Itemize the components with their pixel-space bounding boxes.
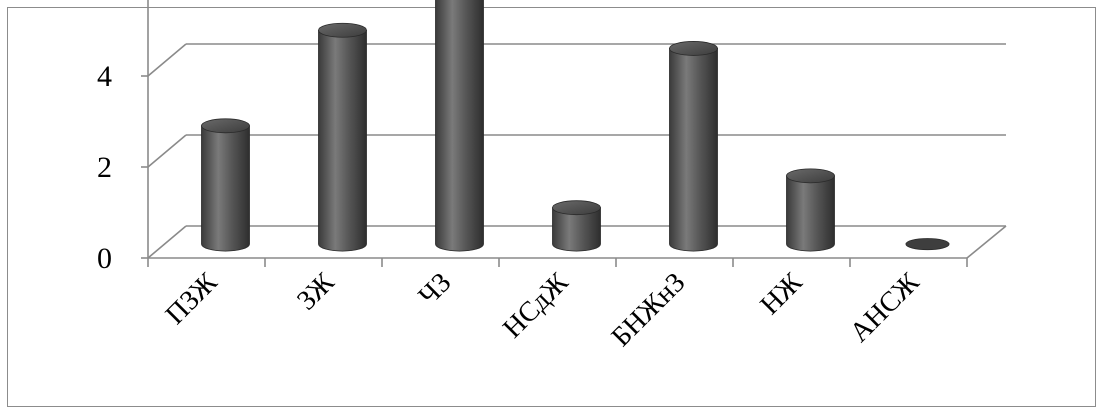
- gridline-side: [147, 225, 187, 259]
- bar-3: [435, 0, 484, 252]
- bar-body: [318, 29, 367, 252]
- y-tick-label: 6: [97, 0, 112, 2]
- x-tick-label: БНЖнЗ: [606, 267, 692, 353]
- x-tick-label: ПЗЖ: [160, 266, 224, 330]
- bar-top: [201, 118, 250, 134]
- x-tick-label: ЧЗ: [413, 267, 458, 312]
- bar-top: [786, 168, 835, 184]
- bar-5: [669, 41, 718, 252]
- axes: [141, 0, 968, 267]
- bar-6: [786, 168, 835, 252]
- bar-top: [552, 200, 601, 216]
- y-tick-labels: 02468: [97, 0, 112, 275]
- y-tick-label: 0: [97, 242, 112, 275]
- bar-1: [201, 118, 250, 252]
- y-tick-label: 2: [97, 151, 112, 184]
- y-tick-label: 4: [97, 60, 112, 93]
- bar-body: [435, 0, 484, 252]
- bar-body: [669, 48, 718, 252]
- bars: [201, 0, 950, 252]
- bar-top: [318, 22, 367, 38]
- bar-7: [905, 238, 950, 251]
- bar-zero-disk: [905, 238, 950, 251]
- x-tick-label: ЗЖ: [291, 266, 341, 316]
- bar-top: [669, 41, 718, 56]
- bar-4: [552, 200, 601, 252]
- x-tick-label: НСдЖ: [497, 266, 575, 344]
- x-tick-labels: ПЗЖ ЗЖ ЧЗ НСдЖ БНЖнЗ НЖ АНСЖ: [160, 266, 926, 352]
- gridline-side: [147, 43, 187, 77]
- bar-body: [786, 175, 835, 252]
- x-tick-label: АНСЖ: [844, 266, 926, 348]
- gridline-side: [147, 134, 187, 168]
- bar-2: [318, 22, 367, 252]
- bar-body: [201, 125, 250, 252]
- floor-edge: [966, 225, 1007, 259]
- bar-body: [552, 207, 601, 252]
- chart-frame: [7, 7, 1096, 407]
- x-tick-label: НЖ: [754, 266, 809, 321]
